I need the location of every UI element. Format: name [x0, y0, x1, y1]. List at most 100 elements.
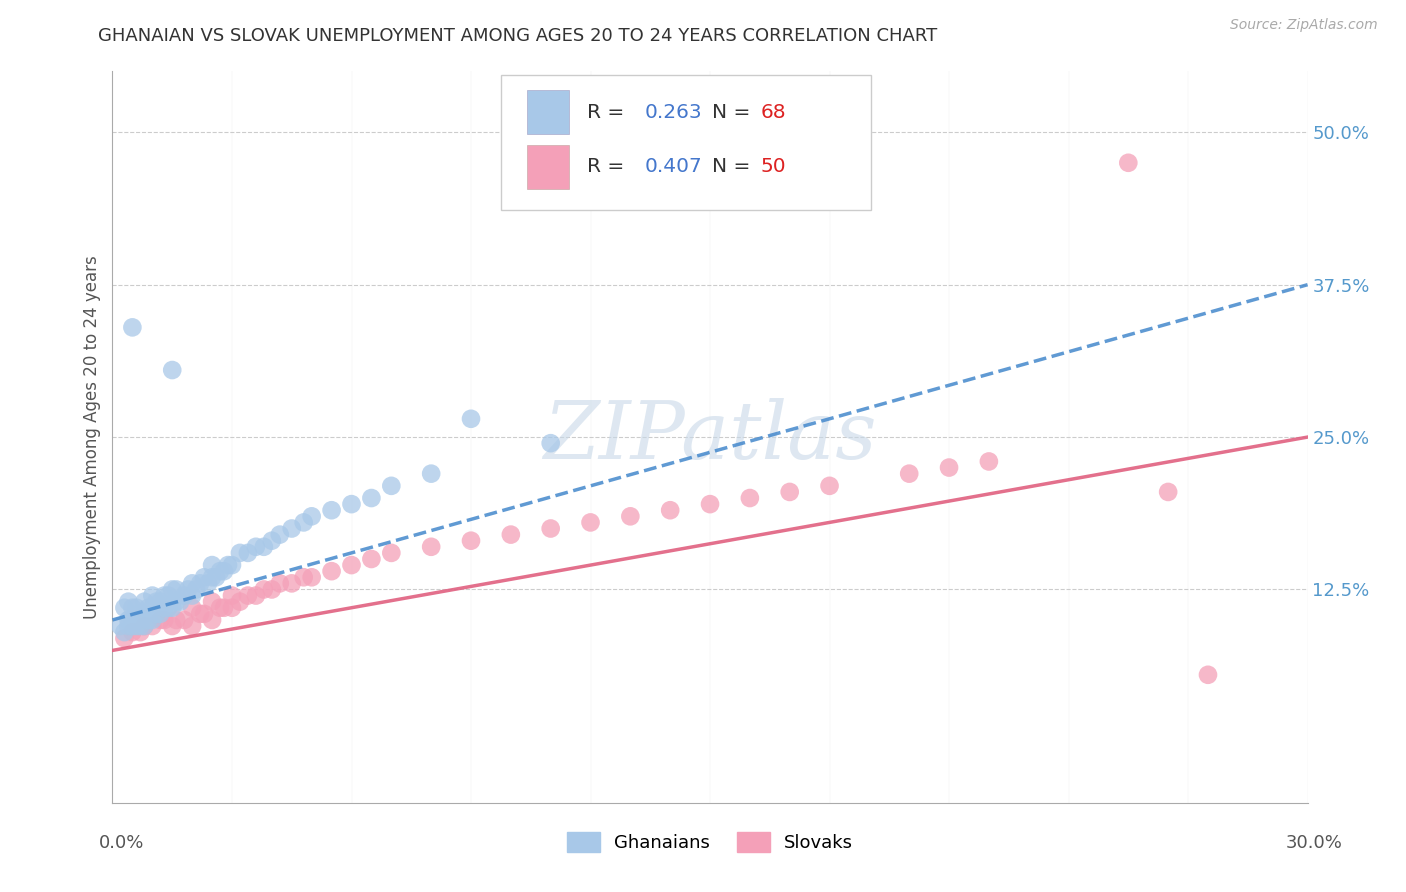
Point — [138, 600, 160, 615]
Point — [165, 594, 187, 608]
Point — [420, 540, 443, 554]
Point — [165, 613, 187, 627]
Point — [173, 613, 195, 627]
Point — [245, 540, 267, 554]
Point — [221, 600, 243, 615]
Point — [236, 589, 259, 603]
Point — [360, 552, 382, 566]
Point — [125, 600, 148, 615]
Point — [129, 607, 152, 621]
Point — [181, 589, 204, 603]
Text: N =: N = — [713, 157, 758, 176]
Point — [141, 589, 163, 603]
Point — [181, 600, 204, 615]
Point — [121, 613, 143, 627]
Point — [117, 613, 139, 627]
Point — [460, 533, 482, 548]
Point — [134, 619, 156, 633]
Point — [499, 527, 522, 541]
Point — [201, 613, 224, 627]
Point — [380, 479, 402, 493]
Point — [260, 582, 283, 597]
Point — [579, 516, 602, 530]
Point — [149, 607, 172, 621]
Point — [269, 527, 291, 541]
Point — [292, 516, 315, 530]
Point — [125, 619, 148, 633]
Point — [173, 589, 195, 603]
Point — [236, 546, 259, 560]
Point — [659, 503, 682, 517]
Text: 0.263: 0.263 — [644, 103, 702, 122]
Text: GHANAIAN VS SLOVAK UNEMPLOYMENT AMONG AGES 20 TO 24 YEARS CORRELATION CHART: GHANAIAN VS SLOVAK UNEMPLOYMENT AMONG AG… — [98, 27, 938, 45]
Point — [201, 570, 224, 584]
Legend: Ghanaians, Slovaks: Ghanaians, Slovaks — [560, 824, 860, 860]
Point — [1118, 156, 1140, 170]
Point — [260, 533, 283, 548]
Point — [738, 491, 761, 505]
Point — [134, 607, 156, 621]
Point — [188, 576, 211, 591]
Point — [153, 600, 176, 615]
Text: R =: R = — [586, 157, 630, 176]
Point — [110, 619, 132, 633]
Point — [340, 558, 363, 573]
Point — [162, 582, 183, 597]
Point — [229, 594, 252, 608]
Point — [149, 613, 172, 627]
Point — [253, 540, 276, 554]
Point — [145, 594, 167, 608]
Point — [1197, 667, 1219, 682]
Point — [321, 564, 343, 578]
Point — [114, 625, 135, 640]
Point — [197, 576, 219, 591]
Point — [540, 436, 562, 450]
Point — [221, 558, 243, 573]
Point — [181, 576, 204, 591]
Point — [898, 467, 921, 481]
Point — [181, 619, 204, 633]
Point — [201, 558, 224, 573]
Point — [134, 594, 156, 608]
Text: 68: 68 — [761, 103, 786, 122]
Point — [977, 454, 1000, 468]
Point — [134, 619, 156, 633]
Point — [193, 607, 215, 621]
Point — [145, 607, 167, 621]
Point — [121, 619, 143, 633]
Point — [301, 570, 323, 584]
Point — [301, 509, 323, 524]
Point — [169, 594, 191, 608]
Bar — [527, 90, 569, 134]
Point — [619, 509, 641, 524]
Point — [321, 503, 343, 517]
Point — [121, 625, 143, 640]
Point — [162, 600, 183, 615]
Point — [699, 497, 721, 511]
Point — [141, 619, 163, 633]
Point — [157, 589, 180, 603]
Point — [212, 564, 235, 578]
Point — [125, 613, 148, 627]
Y-axis label: Unemployment Among Ages 20 to 24 years: Unemployment Among Ages 20 to 24 years — [83, 255, 101, 619]
Point — [193, 570, 215, 584]
Point — [201, 594, 224, 608]
Point — [205, 570, 228, 584]
Point — [141, 613, 163, 627]
Point — [114, 632, 135, 646]
Point — [157, 600, 180, 615]
Point — [121, 320, 143, 334]
Point — [292, 570, 315, 584]
Point — [177, 582, 200, 597]
Point — [269, 576, 291, 591]
Point — [153, 613, 176, 627]
Point — [281, 576, 304, 591]
Point — [420, 467, 443, 481]
Point — [1157, 485, 1180, 500]
Point — [117, 619, 139, 633]
Point — [129, 619, 152, 633]
Point — [540, 521, 562, 535]
Text: 0.407: 0.407 — [644, 157, 702, 176]
Point — [779, 485, 801, 500]
Text: 50: 50 — [761, 157, 786, 176]
